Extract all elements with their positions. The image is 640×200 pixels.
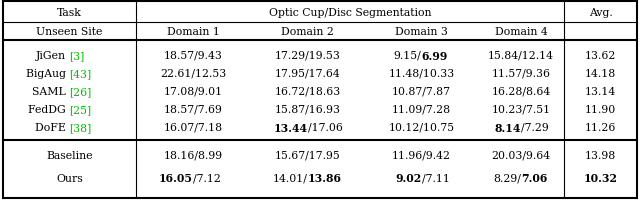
Text: 22.61/12.53: 22.61/12.53: [160, 69, 226, 79]
Text: Avg.: Avg.: [589, 8, 612, 18]
Text: [26]: [26]: [70, 87, 92, 97]
Text: 11.90: 11.90: [585, 104, 616, 114]
Text: JiGen: JiGen: [36, 51, 70, 61]
Text: /7.11: /7.11: [422, 173, 449, 183]
Text: /7.12: /7.12: [193, 173, 221, 183]
Text: 13.44: 13.44: [273, 122, 307, 133]
Text: 10.12/10.75: 10.12/10.75: [388, 122, 454, 132]
Text: DoFE: DoFE: [35, 122, 70, 132]
Text: 11.48/10.33: 11.48/10.33: [388, 69, 454, 79]
Text: 9.02: 9.02: [396, 173, 422, 184]
Text: 16.28/8.64: 16.28/8.64: [492, 87, 550, 97]
Text: /7.29: /7.29: [521, 122, 548, 132]
Text: 14.18: 14.18: [585, 69, 616, 79]
Text: 7.06: 7.06: [521, 173, 547, 184]
Text: 13.86: 13.86: [307, 173, 342, 184]
Text: [38]: [38]: [70, 122, 92, 132]
Text: Task: Task: [57, 8, 82, 18]
Text: Optic Cup/Disc Segmentation: Optic Cup/Disc Segmentation: [269, 8, 431, 18]
Text: 9.15/: 9.15/: [394, 51, 422, 61]
Text: 14.01/: 14.01/: [273, 173, 307, 183]
Text: SAML: SAML: [32, 87, 70, 97]
Text: 16.07/7.18: 16.07/7.18: [163, 122, 223, 132]
Text: 18.16/8.99: 18.16/8.99: [163, 150, 223, 160]
Text: 11.09/7.28: 11.09/7.28: [392, 104, 451, 114]
Text: 16.72/18.63: 16.72/18.63: [275, 87, 340, 97]
Text: [3]: [3]: [70, 51, 84, 61]
Text: 10.23/7.51: 10.23/7.51: [492, 104, 550, 114]
Text: 8.29/: 8.29/: [493, 173, 521, 183]
Text: 15.87/16.93: 15.87/16.93: [275, 104, 340, 114]
Text: 15.84/12.14: 15.84/12.14: [488, 51, 554, 61]
Text: BigAug: BigAug: [26, 69, 70, 79]
Text: Domain 1: Domain 1: [166, 27, 220, 37]
Text: 11.26: 11.26: [585, 122, 616, 132]
Text: /17.06: /17.06: [307, 122, 342, 132]
Text: 17.08/9.01: 17.08/9.01: [163, 87, 223, 97]
Text: 18.57/7.69: 18.57/7.69: [164, 104, 223, 114]
Text: 13.98: 13.98: [585, 150, 616, 160]
Text: Baseline: Baseline: [46, 150, 93, 160]
Text: Ours: Ours: [56, 173, 83, 183]
Text: 8.14: 8.14: [495, 122, 521, 133]
Text: FedDG: FedDG: [28, 104, 70, 114]
Text: [43]: [43]: [70, 69, 92, 79]
Text: 11.57/9.36: 11.57/9.36: [492, 69, 550, 79]
Text: 6.99: 6.99: [422, 50, 448, 61]
Text: 18.57/9.43: 18.57/9.43: [164, 51, 223, 61]
Text: 10.87/7.87: 10.87/7.87: [392, 87, 451, 97]
Text: 11.96/9.42: 11.96/9.42: [392, 150, 451, 160]
Text: Unseen Site: Unseen Site: [36, 27, 102, 37]
Text: 10.32: 10.32: [584, 173, 618, 184]
Text: Domain 4: Domain 4: [495, 27, 547, 37]
Text: 16.05: 16.05: [159, 173, 193, 184]
Text: 15.67/17.95: 15.67/17.95: [275, 150, 340, 160]
Text: [25]: [25]: [70, 104, 92, 114]
Text: Domain 2: Domain 2: [281, 27, 334, 37]
Text: 20.03/9.64: 20.03/9.64: [492, 150, 550, 160]
Text: Domain 3: Domain 3: [395, 27, 448, 37]
Text: 17.95/17.64: 17.95/17.64: [275, 69, 340, 79]
Text: 13.62: 13.62: [585, 51, 616, 61]
Text: 13.14: 13.14: [585, 87, 616, 97]
Text: 17.29/19.53: 17.29/19.53: [275, 51, 340, 61]
